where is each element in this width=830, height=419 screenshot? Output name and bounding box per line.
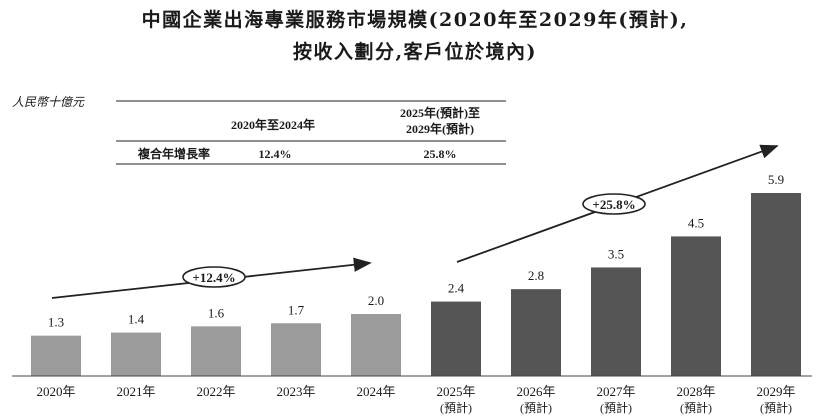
category-label: 2021年: [116, 384, 155, 399]
category-label: 2023年: [276, 384, 315, 399]
cagr-col1-value: 12.4%: [259, 147, 292, 161]
bar-2029年: [751, 193, 801, 376]
hist-cagr-label: +12.4%: [192, 270, 235, 285]
category-label: 2025年: [436, 384, 475, 399]
hist-cagr-bubble: [182, 266, 246, 288]
cagr-row-label: 複合年增長率: [137, 146, 210, 161]
bar-2025年: [431, 301, 481, 376]
forecast-cagr-label: +25.8%: [592, 197, 635, 212]
category-label: 2026年: [516, 384, 555, 399]
value-label: 5.9: [768, 172, 784, 187]
bar-2022年: [191, 326, 241, 376]
chart-title-line2: 按收入劃分,客戶位於境內): [293, 40, 537, 63]
value-label: 4.5: [688, 215, 704, 230]
category-sublabel: (預計): [440, 400, 472, 415]
category-label: 2022年: [196, 384, 235, 399]
category-label: 2024年: [356, 384, 395, 399]
value-labels: 1.3 1.4 1.6 1.7 2.0 2.4 2.8 3.5 4.5 5.9: [48, 172, 784, 330]
value-label: 1.3: [48, 315, 64, 330]
category-sublabel: (預計): [760, 400, 792, 415]
cagr-col2-header-line1: 2025年(預計)至: [400, 105, 480, 120]
unit-label: 人民幣十億元: [12, 95, 85, 109]
category-sublabel: (預計): [520, 400, 552, 415]
value-label: 1.7: [288, 302, 305, 317]
value-label: 3.5: [608, 246, 624, 261]
forecast-cagr-bubble: [582, 193, 646, 215]
bar-2027年: [591, 267, 641, 376]
bar-2026年: [511, 289, 561, 376]
bar-2021年: [111, 332, 161, 376]
value-label: 2.0: [368, 293, 384, 308]
category-label: 2028年: [676, 384, 715, 399]
category-label: 2020年: [36, 384, 75, 399]
bar-series: [12, 193, 812, 377]
category-label: 2029年: [756, 384, 795, 399]
cagr-col2-header-line2: 2029年(預計): [406, 121, 474, 136]
cagr-table: 2020年至2024年 2025年(預計)至 2029年(預計) 複合年增長率 …: [116, 105, 506, 165]
category-labels: 2020年 2021年 2022年 2023年 2024年 2025年(預計)2026年(…: [36, 384, 795, 415]
value-label: 1.6: [208, 305, 225, 320]
bar-2024年: [351, 313, 401, 376]
value-label: 1.4: [128, 312, 145, 327]
bar-2020年: [31, 335, 81, 376]
value-label: 2.8: [528, 268, 544, 283]
cagr-col2-value: 25.8%: [424, 147, 457, 161]
category-sublabel: (預計): [600, 400, 632, 415]
bar-2028年: [671, 236, 721, 376]
value-label: 2.4: [448, 281, 465, 296]
bar-2023年: [271, 323, 321, 376]
chart-title-line1: 中國企業出海專業服務市場規模(2020年至2029年(預計),: [142, 8, 689, 31]
cagr-col1-header: 2020年至2024年: [231, 117, 315, 132]
category-sublabel: (預計): [680, 400, 712, 415]
category-label: 2027年: [596, 384, 635, 399]
